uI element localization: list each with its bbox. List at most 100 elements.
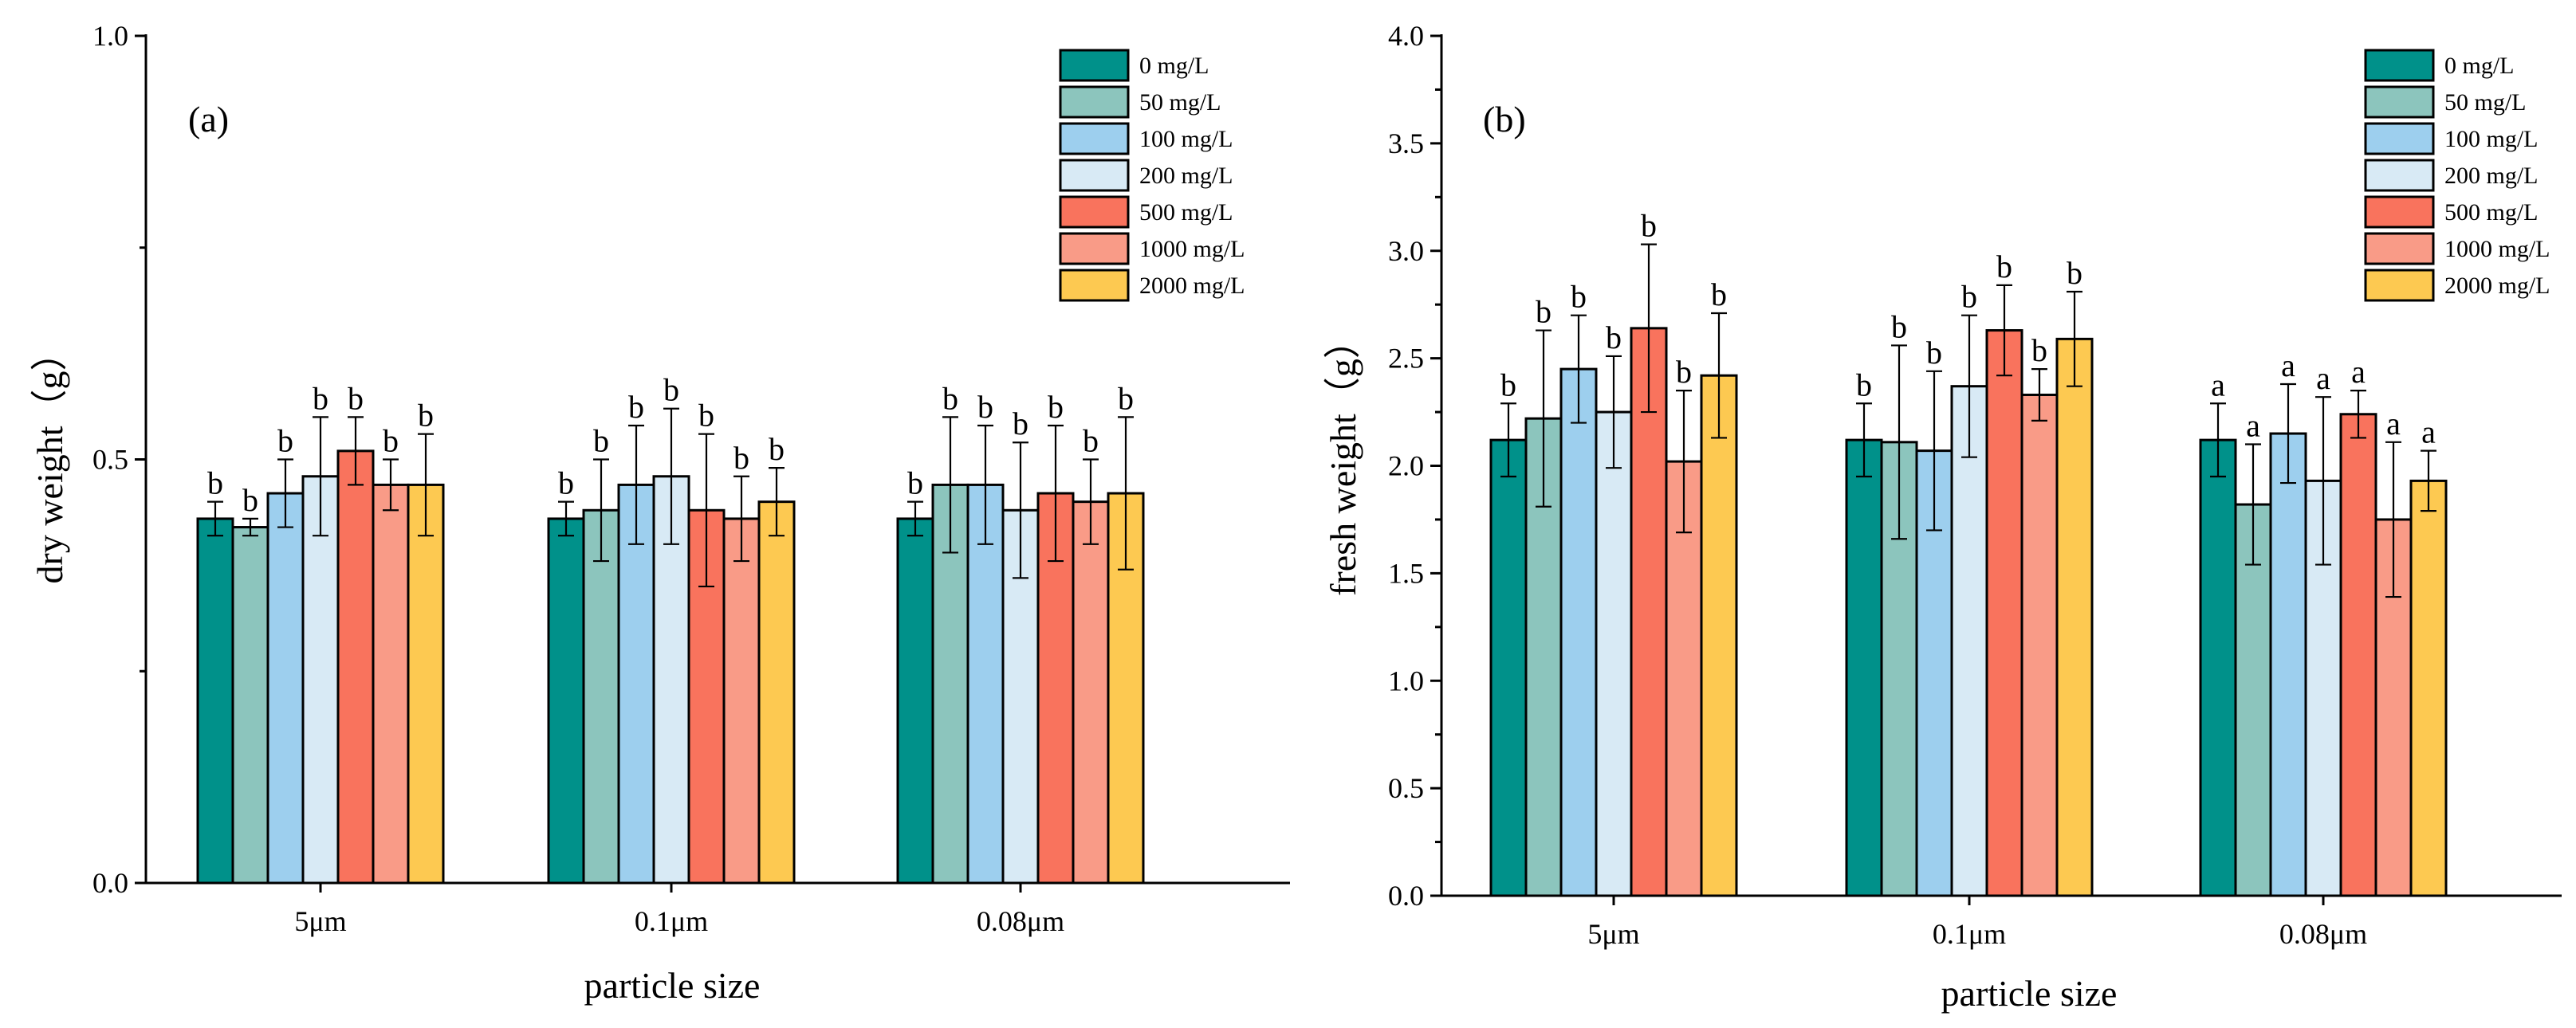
error-bar bbox=[242, 517, 258, 537]
error-bar bbox=[1996, 284, 2012, 377]
legend-swatch bbox=[2364, 232, 2435, 265]
significance-label: b bbox=[1536, 294, 1551, 330]
significance-label: b bbox=[1996, 249, 2012, 284]
significance-label: a bbox=[2246, 408, 2260, 444]
error-bar bbox=[1083, 458, 1099, 545]
legend-label: 0 mg/L bbox=[1139, 53, 1209, 79]
legend-swatch bbox=[1059, 232, 1130, 265]
x-tick-label: 5μm bbox=[1587, 918, 1639, 950]
panel-label: (b) bbox=[1483, 99, 1526, 139]
bar-500-mg-l-2 bbox=[2339, 413, 2377, 897]
legend-label: 2000 mg/L bbox=[2444, 273, 2550, 299]
significance-label: b bbox=[277, 423, 293, 459]
legend-swatch bbox=[2364, 122, 2435, 155]
significance-label: b bbox=[593, 423, 609, 459]
significance-label: b bbox=[1500, 367, 1516, 402]
error-bar bbox=[663, 407, 679, 545]
error-bar bbox=[2350, 389, 2366, 439]
significance-label: b bbox=[1961, 279, 1977, 315]
significance-label: a bbox=[2211, 367, 2225, 402]
y-tick-label: 3.0 bbox=[1388, 235, 1424, 267]
bar-500-mg-l-1 bbox=[1985, 329, 2023, 897]
legend-swatch bbox=[1059, 85, 1130, 119]
significance-label: b bbox=[2031, 332, 2047, 368]
error-bar bbox=[2210, 402, 2226, 478]
y-tick-label: 1.5 bbox=[1388, 557, 1424, 589]
bar-100-mg-l-0 bbox=[266, 492, 305, 885]
significance-label: b bbox=[1856, 367, 1872, 402]
x-tick-label: 0.08μm bbox=[2279, 918, 2367, 950]
bar-0-mg-l-1 bbox=[547, 517, 585, 885]
legend-swatch bbox=[2364, 195, 2435, 229]
significance-label: b bbox=[907, 465, 923, 501]
significance-label: b bbox=[1641, 208, 1657, 244]
significance-label: b bbox=[313, 380, 328, 416]
error-bar bbox=[383, 458, 399, 512]
significance-label: b bbox=[1926, 335, 1942, 371]
x-tick-label: 0.08μm bbox=[977, 905, 1064, 937]
significance-label: a bbox=[2351, 354, 2366, 390]
significance-label: b bbox=[1048, 389, 1064, 425]
bar-500-mg-l-0 bbox=[336, 449, 375, 885]
error-bar bbox=[2245, 443, 2261, 566]
bar-2000-mg-l-2 bbox=[2409, 479, 2448, 897]
y-tick-label: 4.0 bbox=[1388, 20, 1424, 52]
error-bar bbox=[1891, 344, 1907, 540]
error-bar bbox=[1048, 424, 1064, 563]
legend-label: 1000 mg/L bbox=[1139, 236, 1245, 262]
error-bar bbox=[1961, 314, 1977, 458]
error-bar bbox=[2385, 441, 2401, 598]
bar-500-mg-l-0 bbox=[1630, 327, 1668, 897]
legend-swatch bbox=[2364, 49, 2435, 82]
significance-label: b bbox=[1676, 354, 1692, 390]
significance-label: b bbox=[418, 398, 434, 434]
bar-100-mg-l-0 bbox=[1559, 367, 1598, 897]
y-tick-label: 2.0 bbox=[1388, 450, 1424, 482]
legend-swatch bbox=[1059, 269, 1130, 302]
error-bar bbox=[207, 500, 223, 537]
bar-2000-mg-l-0 bbox=[1700, 374, 1738, 897]
legend: 0 mg/L 50 mg/L 100 mg/L 200 mg/L 500 mg/L 100… bbox=[2364, 49, 2550, 302]
significance-label: b bbox=[663, 372, 679, 408]
x-axis-title: particle size bbox=[584, 965, 761, 1006]
legend-swatch bbox=[2364, 269, 2435, 302]
significance-label: b bbox=[2067, 255, 2082, 291]
significance-label: b bbox=[942, 380, 958, 416]
error-bar bbox=[977, 424, 993, 545]
error-bar bbox=[2280, 383, 2296, 485]
error-bar bbox=[733, 475, 749, 563]
legend-label: 200 mg/L bbox=[2444, 163, 2539, 189]
error-bar bbox=[1571, 314, 1587, 424]
bar-2000-mg-l-1 bbox=[757, 500, 796, 885]
legend-label: 1000 mg/L bbox=[2444, 236, 2550, 262]
significance-label: b bbox=[558, 465, 574, 501]
y-axis-title: fresh weight（g） bbox=[1323, 322, 1363, 596]
y-tick-label: 0.0 bbox=[1388, 880, 1424, 912]
significance-label: b bbox=[977, 389, 993, 425]
significance-label: b bbox=[628, 389, 644, 425]
error-bar bbox=[1500, 402, 1516, 478]
error-bar bbox=[1013, 441, 1028, 579]
bar-50-mg-l-2 bbox=[2234, 503, 2272, 897]
significance-label: a bbox=[2421, 414, 2436, 450]
error-bar bbox=[1641, 243, 1657, 414]
panel-b: 0.00.51.01.52.02.53.03.54.0bb bbbbb5μmbbb… bbox=[1323, 20, 2562, 1014]
y-tick-label: 2.5 bbox=[1388, 343, 1424, 375]
error-bar bbox=[907, 500, 923, 537]
significance-label: b bbox=[383, 423, 399, 459]
error-bar bbox=[698, 433, 714, 588]
bar-0-mg-l-0 bbox=[1489, 438, 1528, 897]
bar-2000-mg-l-0 bbox=[407, 483, 445, 885]
bar-200-mg-l-0 bbox=[1595, 410, 1633, 897]
bar-0-mg-l-2 bbox=[2199, 438, 2237, 897]
legend-swatch bbox=[1059, 49, 1130, 82]
significance-label: b bbox=[1118, 380, 1134, 416]
error-bar bbox=[2031, 368, 2047, 422]
legend-swatch bbox=[2364, 159, 2435, 192]
error-bar bbox=[628, 424, 644, 545]
legend-label: 50 mg/L bbox=[2444, 89, 2527, 116]
error-bar bbox=[2315, 396, 2331, 566]
x-tick-label: 0.1μm bbox=[1933, 918, 2006, 950]
x-axis-title: particle size bbox=[1941, 973, 2118, 1014]
bar-200-mg-l-0 bbox=[301, 475, 340, 885]
